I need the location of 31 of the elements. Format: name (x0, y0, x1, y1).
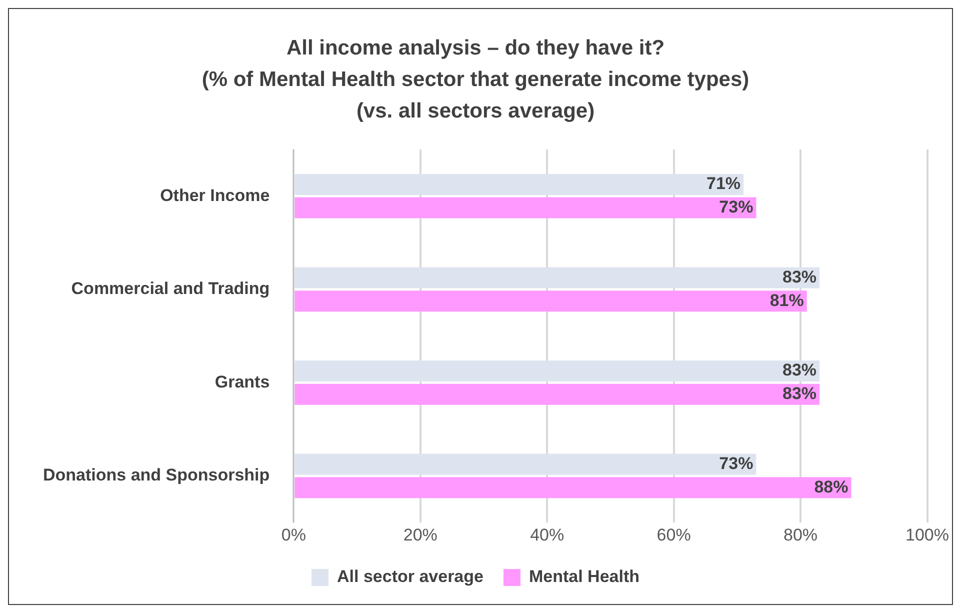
bar (294, 454, 756, 475)
y-tick-label: Other Income (160, 186, 270, 205)
text: (vs. all sectors average) (356, 100, 595, 123)
data-label: 73% (719, 197, 754, 216)
bar (294, 477, 852, 498)
y-tick-label: Grants (214, 372, 270, 392)
data-label: 83% (782, 360, 817, 380)
data-label: 81% (770, 290, 804, 310)
data-label: 88% (814, 477, 848, 496)
legend-label: Mental Health (528, 567, 640, 586)
text: All income analysis – do they have it? (286, 36, 665, 60)
x-tick-label: 80% (784, 525, 818, 544)
x-tick-label: 0% (281, 525, 306, 544)
y-tick-label: Donations and Sponsorship (43, 466, 270, 485)
data-label: 83% (782, 267, 817, 286)
legend-label: All sector average (337, 567, 484, 586)
data-label: 71% (706, 174, 741, 194)
bar (294, 290, 807, 312)
bar (294, 174, 744, 195)
data-label: 83% (782, 384, 817, 404)
x-tick-label: 40% (530, 525, 564, 544)
bar (294, 267, 820, 288)
bar (294, 384, 820, 405)
bar (294, 360, 820, 382)
x-tick-label: 20% (403, 525, 438, 544)
text: (% of Mental Health sector that generate income types) (202, 68, 750, 92)
data-label: 73% (719, 454, 754, 473)
y-tick-label: Commercial and Trading (71, 279, 270, 298)
x-tick-label: 60% (656, 525, 691, 544)
x-tick-label: 100% (906, 525, 949, 544)
bar (294, 197, 756, 218)
